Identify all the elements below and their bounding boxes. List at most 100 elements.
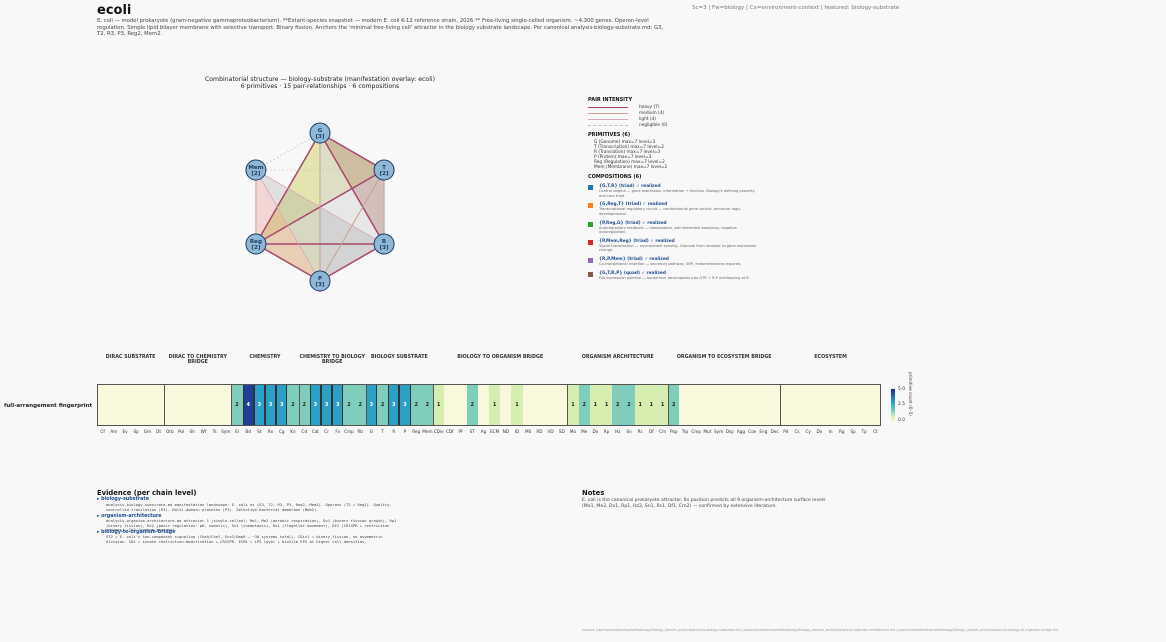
fingerprint-category-label: CHEMISTRY TO BIOLOGY BRIDGE <box>299 355 365 365</box>
fingerprint-tick-label: Cmp <box>691 429 702 434</box>
fingerprint-cell[interactable] <box>858 384 870 426</box>
fingerprint-cell[interactable] <box>690 384 702 426</box>
fingerprint-cell[interactable]: 2 <box>298 384 310 426</box>
fingerprint-cell[interactable] <box>679 384 691 426</box>
fingerprint-cell[interactable] <box>164 384 176 426</box>
fingerprint-cell[interactable] <box>141 384 153 426</box>
fingerprint-tick-label: Sym <box>221 429 231 434</box>
fingerprint-cell[interactable] <box>701 384 713 426</box>
fingerprint-tick-label: Bd <box>245 429 251 434</box>
evidence-item-name[interactable]: ▸ biology-substrate <box>97 497 149 502</box>
fingerprint-cell[interactable]: 2 <box>578 384 590 426</box>
fingerprint-cell[interactable]: 2 <box>466 384 478 426</box>
primitives-heading: PRIMITIVES (6) <box>588 132 631 139</box>
fingerprint-cell[interactable] <box>175 384 187 426</box>
primitive-legend-row: T (Transcription) max=7 level=2 <box>594 145 664 151</box>
fingerprint-cell[interactable] <box>825 384 837 426</box>
fingerprint-cell[interactable]: 2 <box>421 384 433 426</box>
fingerprint-cell[interactable]: 1 <box>511 384 523 426</box>
fingerprint-category-label: CHEMISTRY <box>249 355 281 360</box>
fingerprint-cell[interactable]: 1 <box>634 384 646 426</box>
fingerprint-cell[interactable]: 1 <box>657 384 669 426</box>
node-label: [2] <box>251 171 260 177</box>
fingerprint-cell[interactable] <box>220 384 232 426</box>
fingerprint-cell[interactable] <box>522 384 534 426</box>
evidence-item-name[interactable]: ▸ biology-to-organism-bridge <box>97 530 176 535</box>
fingerprint-cell[interactable]: 2 <box>287 384 299 426</box>
fingerprint-tick-label: St <box>257 429 262 434</box>
fingerprint-cell[interactable]: 2 <box>623 384 635 426</box>
fingerprint-cell[interactable] <box>455 384 467 426</box>
fingerprint-cell[interactable]: 1 <box>489 384 501 426</box>
fingerprint-tick-label: Cs <box>794 429 800 434</box>
fingerprint-cell[interactable] <box>119 384 131 426</box>
fingerprint-tick-label: Df <box>649 429 654 434</box>
fingerprint-cell[interactable]: 1 <box>433 384 445 426</box>
fingerprint-cell[interactable] <box>813 384 825 426</box>
evidence-item-name[interactable]: ▸ organism-architecture <box>97 514 162 519</box>
fingerprint-tick-label: Cmp <box>344 429 354 434</box>
fingerprint-cell[interactable]: 2 <box>231 384 243 426</box>
fingerprint-cell[interactable] <box>769 384 781 426</box>
fingerprint-cell[interactable] <box>444 384 456 426</box>
composition-legend-item[interactable]: {G,T,R} (triad) ✓ realized Central dogma … <box>588 184 758 198</box>
fingerprint-cell[interactable]: 1 <box>567 384 579 426</box>
composition-legend-item[interactable]: {P,Mem,Reg} (triad) ✓ realized Signal tra… <box>588 239 758 253</box>
category-separator <box>433 384 434 426</box>
primitive-legend-row: G (Genome) max=7 level=3 <box>594 140 656 146</box>
fingerprint-cell[interactable]: 2 <box>612 384 624 426</box>
fingerprint-cell[interactable] <box>545 384 557 426</box>
composition-legend-item[interactable]: {G,T,R,P} (quad) ✓ realized Full expressi… <box>588 271 758 281</box>
primitive-node-Mem[interactable]: Mem[2] <box>245 159 267 181</box>
composition-legend-item[interactable]: {G,Reg,T} (triad) ✓ realized Transcriptio… <box>588 202 758 216</box>
composition-legend-item[interactable]: {P,Reg,G} (triad) ✓ realized Autoregulato… <box>588 221 758 235</box>
fingerprint-cell[interactable] <box>836 384 848 426</box>
fingerprint-cell[interactable]: 2 <box>354 384 366 426</box>
fingerprint-category-label: BIOLOGY SUBSTRATE <box>371 355 428 360</box>
fingerprint-cell[interactable] <box>847 384 859 426</box>
fingerprint-cell[interactable] <box>802 384 814 426</box>
fingerprint-cell[interactable]: 1 <box>645 384 657 426</box>
fingerprint-cell[interactable] <box>791 384 803 426</box>
fingerprint-cell[interactable]: 2 <box>668 384 680 426</box>
fingerprint-cell[interactable]: 1 <box>589 384 601 426</box>
pair-edge-G-T <box>319 132 385 171</box>
primitive-node-T[interactable]: T[2] <box>373 159 395 181</box>
fingerprint-cell[interactable] <box>533 384 545 426</box>
fingerprint-cell[interactable] <box>197 384 209 426</box>
fingerprint-cell[interactable] <box>186 384 198 426</box>
node-circle <box>373 233 395 255</box>
fingerprint-cell[interactable] <box>97 384 109 426</box>
fingerprint-cell[interactable]: 2 <box>377 384 389 426</box>
fingerprint-tick-label: Dv <box>816 429 823 434</box>
fingerprint-cell[interactable] <box>500 384 512 426</box>
fingerprint-cell[interactable] <box>735 384 747 426</box>
fingerprint-tick-label: Ag <box>480 429 487 434</box>
sources-footer: sources: papers/shared/meta/methodology/… <box>582 628 1058 632</box>
pair-edge-T-P <box>319 169 385 282</box>
fingerprint-cell[interactable] <box>713 384 725 426</box>
composition-legend-item[interactable]: {R,P,Mem} (triad) ✓ realized Co-translati… <box>588 257 758 267</box>
fingerprint-cell[interactable]: 1 <box>601 384 613 426</box>
fingerprint-cell[interactable] <box>869 384 881 426</box>
fingerprint-cell[interactable] <box>724 384 736 426</box>
fingerprint-cell[interactable]: 2 <box>410 384 422 426</box>
primitive-node-Reg[interactable]: Reg[2] <box>245 233 267 255</box>
primitive-node-G[interactable]: G[3] <box>309 122 331 144</box>
fingerprint-cell[interactable] <box>780 384 792 426</box>
primitive-node-P[interactable]: P[3] <box>309 270 331 292</box>
fingerprint-cell[interactable] <box>556 384 568 426</box>
fingerprint-tick-label: CDiv <box>433 429 444 434</box>
primitive-node-R[interactable]: R[3] <box>373 233 395 255</box>
fingerprint-cell[interactable] <box>757 384 769 426</box>
fingerprint-tick-label: Cr <box>324 429 329 434</box>
pair-legend-label: heavy (7) <box>639 105 660 111</box>
fingerprint-cell[interactable] <box>153 384 165 426</box>
fingerprint-cell[interactable] <box>130 384 142 426</box>
fingerprint-cell[interactable]: 2 <box>343 384 355 426</box>
fingerprint-cell[interactable] <box>108 384 120 426</box>
fingerprint-cell[interactable] <box>209 384 221 426</box>
fingerprint-cell[interactable] <box>477 384 489 426</box>
composition-color-swatch <box>588 271 593 277</box>
fingerprint-cell[interactable] <box>746 384 758 426</box>
